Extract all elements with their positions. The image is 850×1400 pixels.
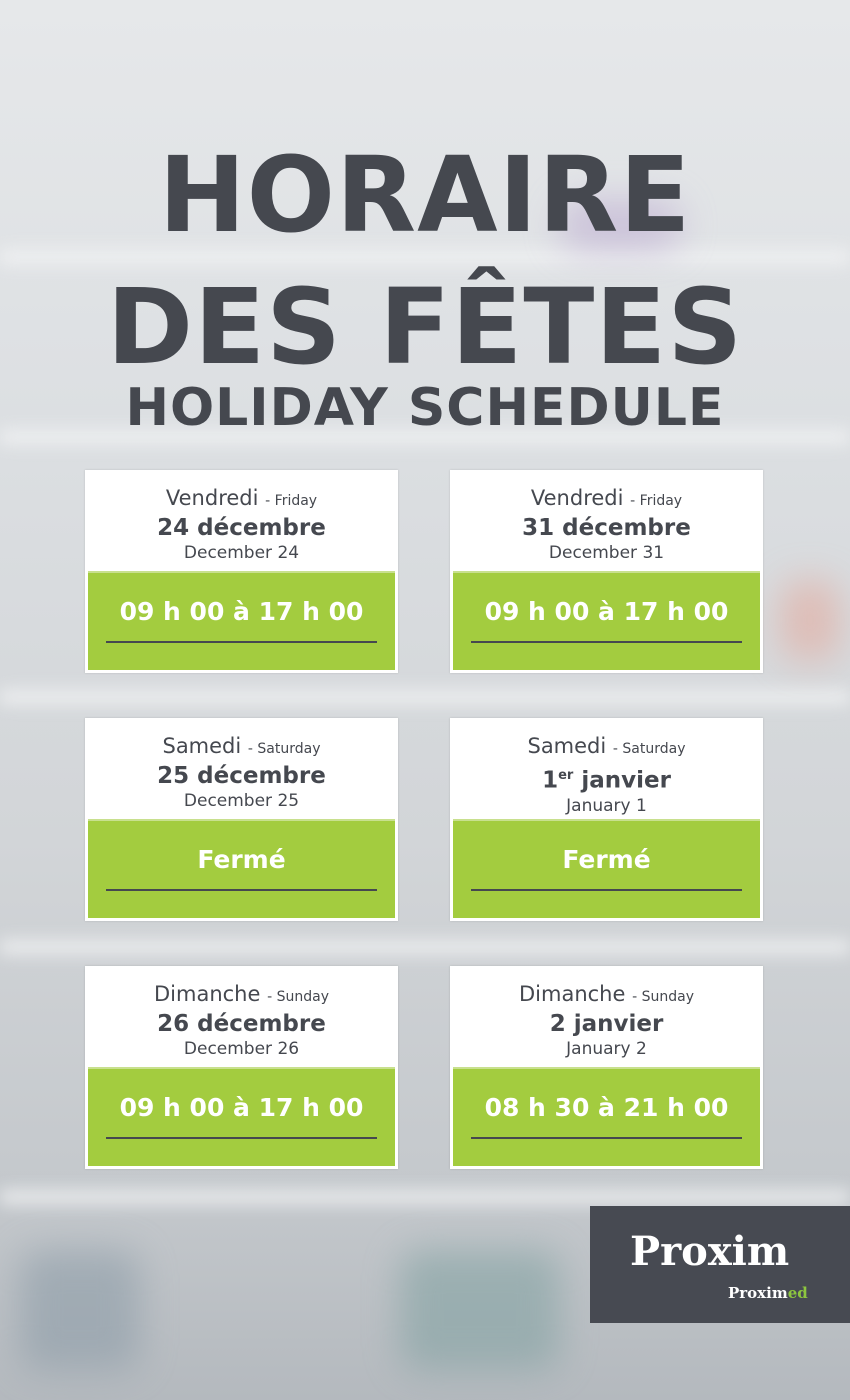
card-header: Vendredi - Friday 31 décembre December 3… <box>453 473 760 573</box>
card-header: Samedi - Saturday 25 décembre December 2… <box>88 721 395 821</box>
day-french: Samedi <box>162 734 242 758</box>
date-english: December 31 <box>548 543 665 563</box>
divider <box>106 889 377 891</box>
blur-blob <box>560 200 680 250</box>
hours-panel: 08 h 30 à 21 h 00 <box>453 1069 760 1166</box>
day-label: Dimanche - Sunday <box>88 969 395 1010</box>
hours-panel: Fermé <box>88 821 395 918</box>
divider <box>471 641 742 643</box>
card-header: Dimanche - Sunday 26 décembre December 2… <box>88 969 395 1069</box>
date-english: January 2 <box>566 1039 647 1059</box>
hours-text: 09 h 00 à 17 h 00 <box>484 597 729 626</box>
divider <box>471 889 742 891</box>
day-french: Dimanche <box>154 982 261 1006</box>
proxim-logo: Proxim Proximed <box>590 1206 850 1323</box>
schedule-card: Dimanche - Sunday 2 janvier January 2 08… <box>450 966 763 1169</box>
day-french: Dimanche <box>519 982 626 1006</box>
schedule-card: Vendredi - Friday 31 décembre December 3… <box>450 470 763 673</box>
blur-blob <box>20 1250 140 1370</box>
day-english: - Sunday <box>267 989 329 1005</box>
blur-blob <box>400 1250 560 1370</box>
day-french: Vendredi <box>165 486 259 510</box>
hours-text: 09 h 00 à 17 h 00 <box>119 597 364 626</box>
date-french: 1er janvier <box>453 762 760 795</box>
schedule-card: Samedi - Saturday 25 décembre December 2… <box>85 718 398 921</box>
date-month: janvier <box>573 767 671 794</box>
hours-text: 08 h 30 à 21 h 00 <box>484 1093 729 1122</box>
hours-panel: Fermé <box>453 821 760 918</box>
date-num: 1 <box>542 767 559 794</box>
title-english: HOLIDAY SCHEDULE <box>125 378 725 438</box>
day-label: Samedi - Saturday <box>453 721 760 762</box>
divider <box>106 641 377 643</box>
hours-panel: 09 h 00 à 17 h 00 <box>88 1069 395 1166</box>
date-english: January 1 <box>566 795 647 816</box>
schedule-card: Vendredi - Friday 24 décembre December 2… <box>85 470 398 673</box>
day-english: - Saturday <box>247 741 321 757</box>
date-english: December 24 <box>183 543 300 563</box>
logo-main: Proxim <box>630 1228 790 1275</box>
date-english: December 25 <box>183 791 300 811</box>
day-french: Samedi <box>527 734 607 758</box>
day-french: Vendredi <box>530 486 624 510</box>
date-french: 2 janvier <box>549 1011 664 1037</box>
card-header: Vendredi - Friday 24 décembre December 2… <box>88 473 395 573</box>
hours-panel: 09 h 00 à 17 h 00 <box>453 573 760 670</box>
title-french-line1: HORAIRE <box>158 134 692 256</box>
shelf <box>0 940 850 954</box>
shelf <box>0 250 850 264</box>
card-header: Samedi - Saturday 1er janvier January 1 <box>453 721 760 821</box>
hours-text: Fermé <box>562 845 651 874</box>
logo-sub-b: ed <box>787 1284 808 1302</box>
blur-blob <box>780 580 840 660</box>
logo-sub: Proximed <box>728 1284 808 1302</box>
date-french: 26 décembre <box>157 1011 326 1037</box>
hours-panel: 09 h 00 à 17 h 00 <box>88 573 395 670</box>
day-label: Vendredi - Friday <box>88 473 395 514</box>
day-english: - Friday <box>265 493 318 509</box>
day-english: - Friday <box>630 493 683 509</box>
shelf <box>0 690 850 704</box>
divider <box>106 1137 377 1139</box>
schedule-card: Samedi - Saturday 1er janvier January 1 … <box>450 718 763 921</box>
day-english: - Sunday <box>632 989 694 1005</box>
schedule-card: Dimanche - Sunday 26 décembre December 2… <box>85 966 398 1169</box>
divider <box>471 1137 742 1139</box>
card-header: Dimanche - Sunday 2 janvier January 2 <box>453 969 760 1069</box>
day-label: Dimanche - Sunday <box>453 969 760 1010</box>
logo-sub-a: Proxim <box>728 1284 788 1302</box>
date-french: 25 décembre <box>157 763 326 789</box>
shelf <box>0 430 850 444</box>
date-sup: er <box>558 768 574 783</box>
day-label: Vendredi - Friday <box>453 473 760 514</box>
day-english: - Saturday <box>612 741 686 757</box>
date-french: 31 décembre <box>522 515 691 541</box>
shelf <box>0 1190 850 1204</box>
date-english: December 26 <box>183 1039 300 1059</box>
day-label: Samedi - Saturday <box>88 721 395 762</box>
date-french: 24 décembre <box>157 515 326 541</box>
hours-text: 09 h 00 à 17 h 00 <box>119 1093 364 1122</box>
title-french-line2: DES FÊTES <box>106 266 744 388</box>
hours-text: Fermé <box>197 845 286 874</box>
